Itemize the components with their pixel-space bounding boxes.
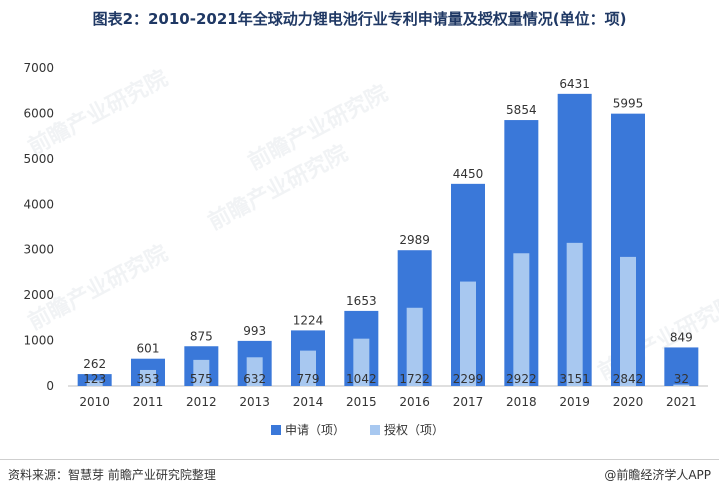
data-label-grant: 3151 — [559, 372, 590, 386]
bar-grant — [566, 242, 583, 386]
bar-grant — [353, 338, 370, 386]
x-tick-label: 2016 — [399, 395, 430, 409]
y-tick-label: 6000 — [23, 106, 54, 120]
chart-title: 图表2：2010-2021年全球动力锂电池行业专利申请量及授权量情况(单位：项) — [92, 10, 627, 28]
credit-note: @前瞻经济学人APP — [604, 468, 711, 482]
x-tick-label: 2021 — [666, 395, 697, 409]
y-tick-label: 0 — [46, 379, 54, 393]
y-tick-label: 4000 — [23, 197, 54, 211]
bar-grant — [513, 253, 530, 386]
data-label-apply: 6431 — [559, 77, 590, 91]
x-tick-label: 2014 — [293, 395, 324, 409]
legend-swatch-apply — [271, 425, 281, 435]
data-label-apply: 875 — [190, 329, 213, 343]
x-tick-label: 2012 — [186, 395, 217, 409]
bar-apply — [664, 347, 699, 386]
data-label-grant: 1042 — [346, 372, 377, 386]
x-tick-label: 2013 — [239, 395, 270, 409]
y-tick-label: 7000 — [23, 61, 54, 75]
x-tick-label: 2010 — [79, 395, 110, 409]
data-label-apply: 1224 — [293, 313, 324, 327]
data-label-grant: 575 — [190, 372, 213, 386]
data-label-apply: 993 — [243, 324, 266, 338]
bar-grant — [246, 357, 263, 386]
y-tick-label: 3000 — [23, 243, 54, 257]
data-label-grant: 32 — [674, 372, 689, 386]
bar-grant — [460, 281, 476, 386]
bar-apply — [77, 374, 112, 386]
data-label-grant: 2922 — [506, 372, 537, 386]
data-label-grant: 2842 — [613, 372, 644, 386]
data-label-grant: 632 — [243, 372, 266, 386]
data-label-apply: 601 — [137, 342, 160, 356]
y-tick-label: 5000 — [23, 152, 54, 166]
data-label-grant: 353 — [137, 372, 160, 386]
x-tick-label: 2017 — [453, 395, 484, 409]
bar-grant — [193, 359, 210, 386]
data-label-grant: 123 — [83, 372, 106, 386]
legend-label-grant: 授权（项） — [384, 422, 444, 437]
data-label-apply: 5995 — [613, 97, 644, 111]
x-tick-label: 2011 — [133, 395, 164, 409]
data-label-apply: 849 — [670, 330, 693, 344]
data-label-apply: 4450 — [453, 167, 484, 181]
x-tick-label: 2019 — [559, 395, 590, 409]
data-label-apply: 262 — [83, 357, 106, 371]
source-note: 资料来源：智慧芽 前瞻产业研究院整理 — [8, 468, 216, 482]
footer-divider — [0, 459, 719, 460]
bar-grant — [620, 256, 636, 386]
x-tick-label: 2020 — [613, 395, 644, 409]
y-tick-label: 2000 — [23, 288, 54, 302]
data-label-grant: 1722 — [399, 372, 430, 386]
y-tick-label: 1000 — [23, 334, 54, 348]
bar-grant — [140, 369, 156, 386]
data-label-apply: 1653 — [346, 294, 377, 308]
legend-label-apply: 申请（项） — [285, 423, 345, 437]
bar-grant — [673, 384, 690, 386]
x-tick-label: 2018 — [506, 395, 537, 409]
bar-grant — [300, 350, 316, 386]
legend-swatch-grant — [370, 425, 380, 435]
data-label-grant: 779 — [297, 372, 320, 386]
bar-grant — [406, 307, 423, 386]
data-label-apply: 5854 — [506, 103, 537, 117]
data-label-apply: 2989 — [399, 233, 430, 247]
bar-grant — [86, 380, 103, 386]
data-label-grant: 2299 — [453, 372, 484, 386]
x-tick-label: 2015 — [346, 395, 377, 409]
